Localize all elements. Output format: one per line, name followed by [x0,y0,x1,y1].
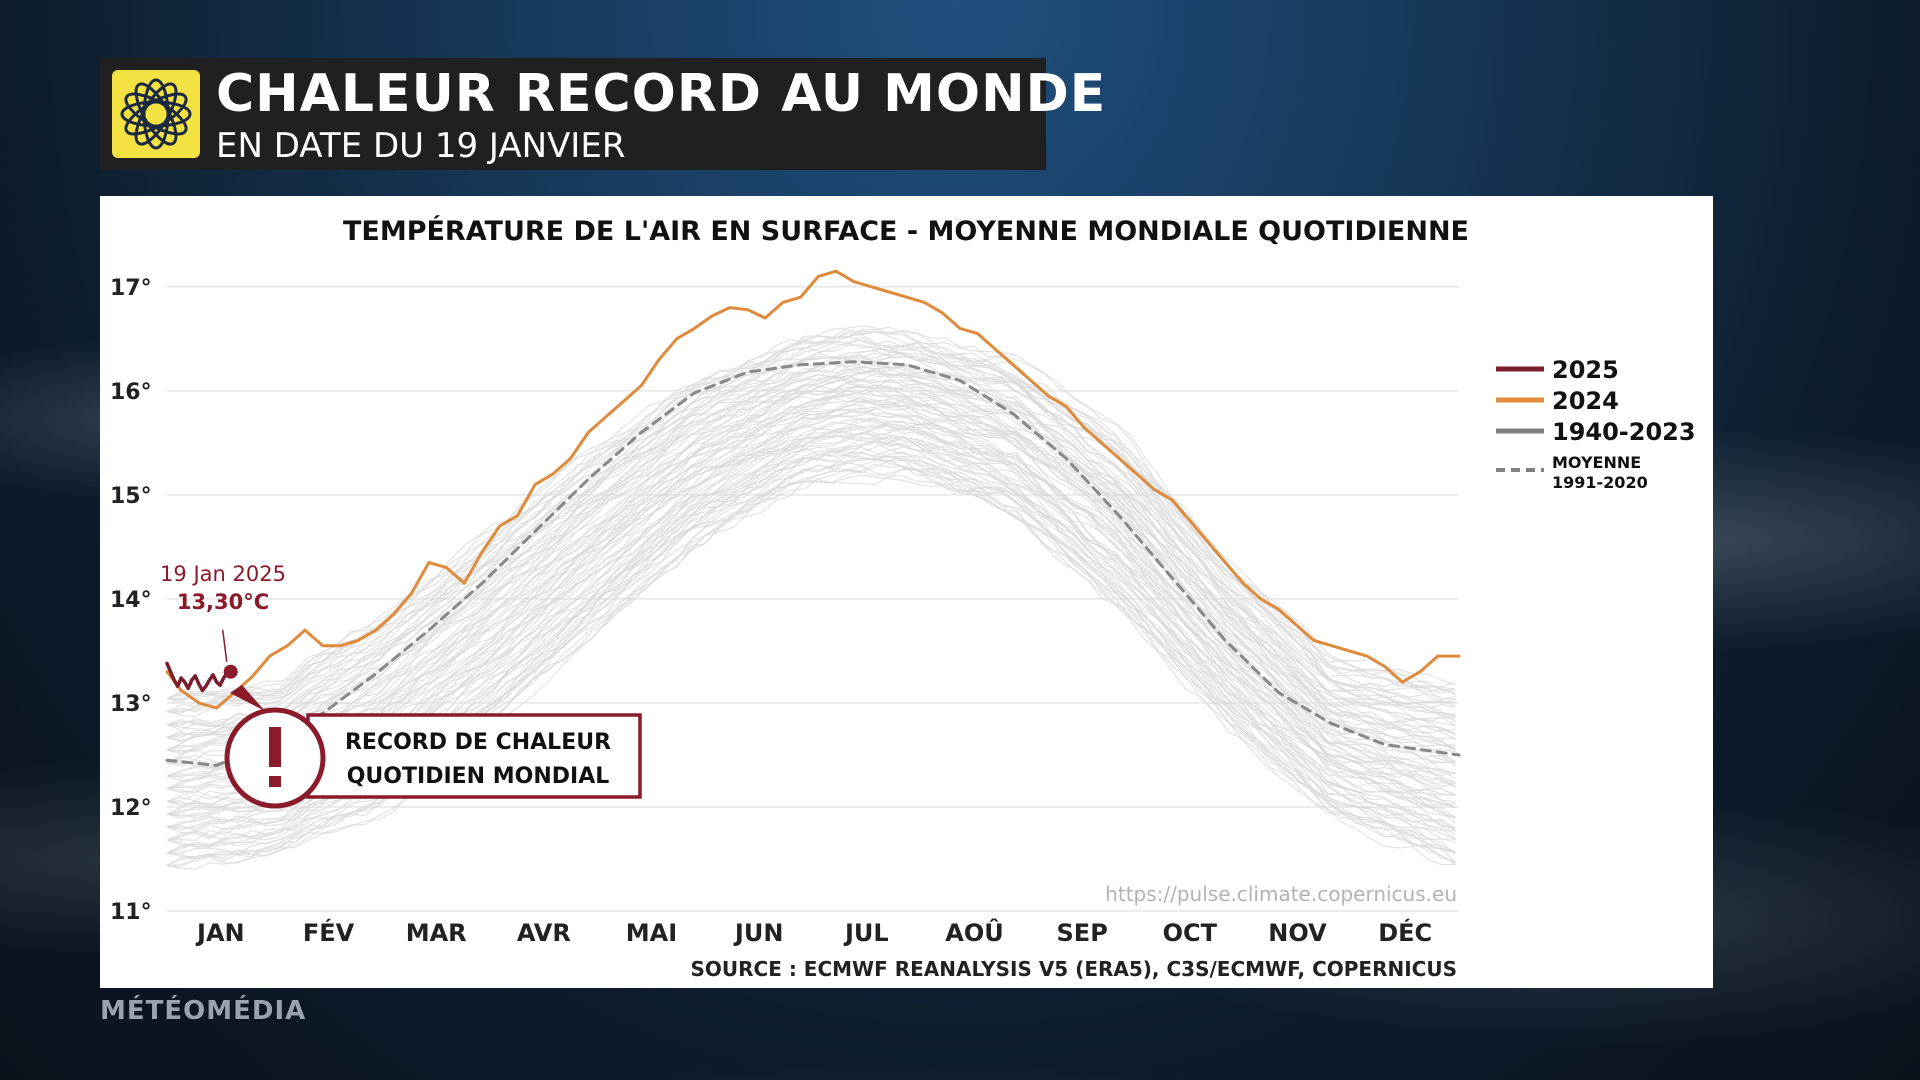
chart: TEMPÉRATURE DE L'AIR EN SURFACE - MOYENN… [110,215,1696,981]
historical-year-line [166,339,1456,713]
x-tick-label: AOÛ [945,917,1003,947]
y-tick-label: 17° [110,276,152,301]
series-2024-line [165,269,1461,710]
historical-year-line [166,368,1456,753]
historical-year-line [166,396,1456,780]
x-tick-label: JAN [195,919,245,947]
y-tick-label: 11° [110,900,152,925]
historical-year-line [166,385,1456,764]
historical-year-line [166,350,1456,731]
historical-year-line [166,394,1456,777]
source-url: https://pulse.climate.copernicus.eu [1105,882,1457,906]
x-tick-label: JUL [843,919,889,947]
y-tick-label: 12° [110,796,152,821]
historical-year-line [166,379,1456,753]
x-tick-label: FÉV [303,918,355,947]
exclamation-icon-dot [269,776,281,787]
x-tick-label: OCT [1163,919,1218,947]
y-tick-label: 16° [110,380,152,405]
point-leader-line [221,629,228,662]
historical-year-line [166,372,1456,751]
x-tick-label: MAI [626,919,677,947]
page-title: CHALEUR RECORD AU MONDE [216,64,1107,124]
record-point [223,664,238,679]
historical-year-line [166,352,1456,728]
callout-box [306,713,642,799]
series-2025-line [165,661,233,693]
historical-year-line [166,377,1456,755]
historical-year-line [166,456,1456,854]
historical-year-line [166,345,1456,726]
y-tick-label: 13° [110,692,152,717]
historical-year-line [166,351,1456,726]
title-banner: CHALEUR RECORD AU MONDE EN DATE DU 19 JA… [100,58,1105,170]
point-label-date: 19 Jan 2025 [160,562,286,586]
historical-year-line [166,358,1456,738]
callout-text-line2: QUOTIDIEN MONDIAL [347,764,610,789]
chart-panel: TEMPÉRATURE DE L'AIR EN SURFACE - MOYENN… [100,196,1713,988]
exclamation-icon-bar [269,727,281,767]
brand-name: MÉTÉOMÉDIA [100,996,307,1026]
x-tick-label: SEP [1057,919,1108,947]
historical-year-line [166,355,1456,726]
historical-year-line [166,325,1456,700]
legend-label: 1991-2020 [1552,473,1648,492]
chart-title: TEMPÉRATURE DE L'AIR EN SURFACE - MOYENN… [343,215,1469,247]
callout-text-line1: RECORD DE CHALEUR [345,730,611,755]
historical-year-line [166,330,1456,700]
series-mean-1991-2020-line [165,360,1461,767]
y-tick-label: 15° [110,484,152,509]
x-tick-label: NOV [1268,919,1327,947]
x-tick-label: MAR [406,919,467,947]
point-label-value: 13,30°C [177,590,269,614]
callout-pointer [230,685,265,711]
legend-label: 2025 [1552,356,1619,384]
legend-label: 2024 [1552,387,1619,415]
historical-year-line [166,344,1456,715]
historical-year-line [166,348,1456,713]
source-credit: SOURCE : ECMWF REANALYSIS V5 (ERA5), C3S… [691,957,1458,981]
page-subtitle: EN DATE DU 19 JANVIER [216,126,626,166]
x-tick-label: DÉC [1378,918,1432,947]
x-tick-label: JUN [733,919,784,947]
historical-year-line [166,463,1456,867]
legend-label: 1940-2023 [1552,418,1696,446]
record-callout: RECORD DE CHALEUR QUOTIDIEN MONDIAL [224,685,642,809]
historical-year-line [166,385,1456,779]
x-tick-label: AVR [517,919,571,947]
historical-year-line [166,342,1456,713]
y-tick-label: 14° [110,588,152,613]
legend-label: MOYENNE [1552,453,1641,472]
historical-year-line [166,370,1456,741]
meteomedia-logo-icon [112,70,200,158]
historical-year-line [166,385,1456,768]
